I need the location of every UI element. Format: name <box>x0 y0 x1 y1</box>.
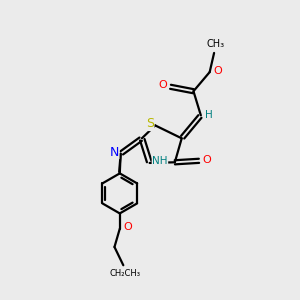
Text: O: O <box>124 222 132 232</box>
Text: N: N <box>110 146 119 159</box>
Text: H: H <box>205 110 213 120</box>
Text: CH₂CH₃: CH₂CH₃ <box>109 269 140 278</box>
Text: CH₃: CH₃ <box>206 39 225 49</box>
Text: O: O <box>214 66 222 76</box>
Text: O: O <box>158 80 167 90</box>
Text: O: O <box>203 154 212 165</box>
Text: S: S <box>146 117 154 130</box>
Text: NH: NH <box>152 156 168 166</box>
